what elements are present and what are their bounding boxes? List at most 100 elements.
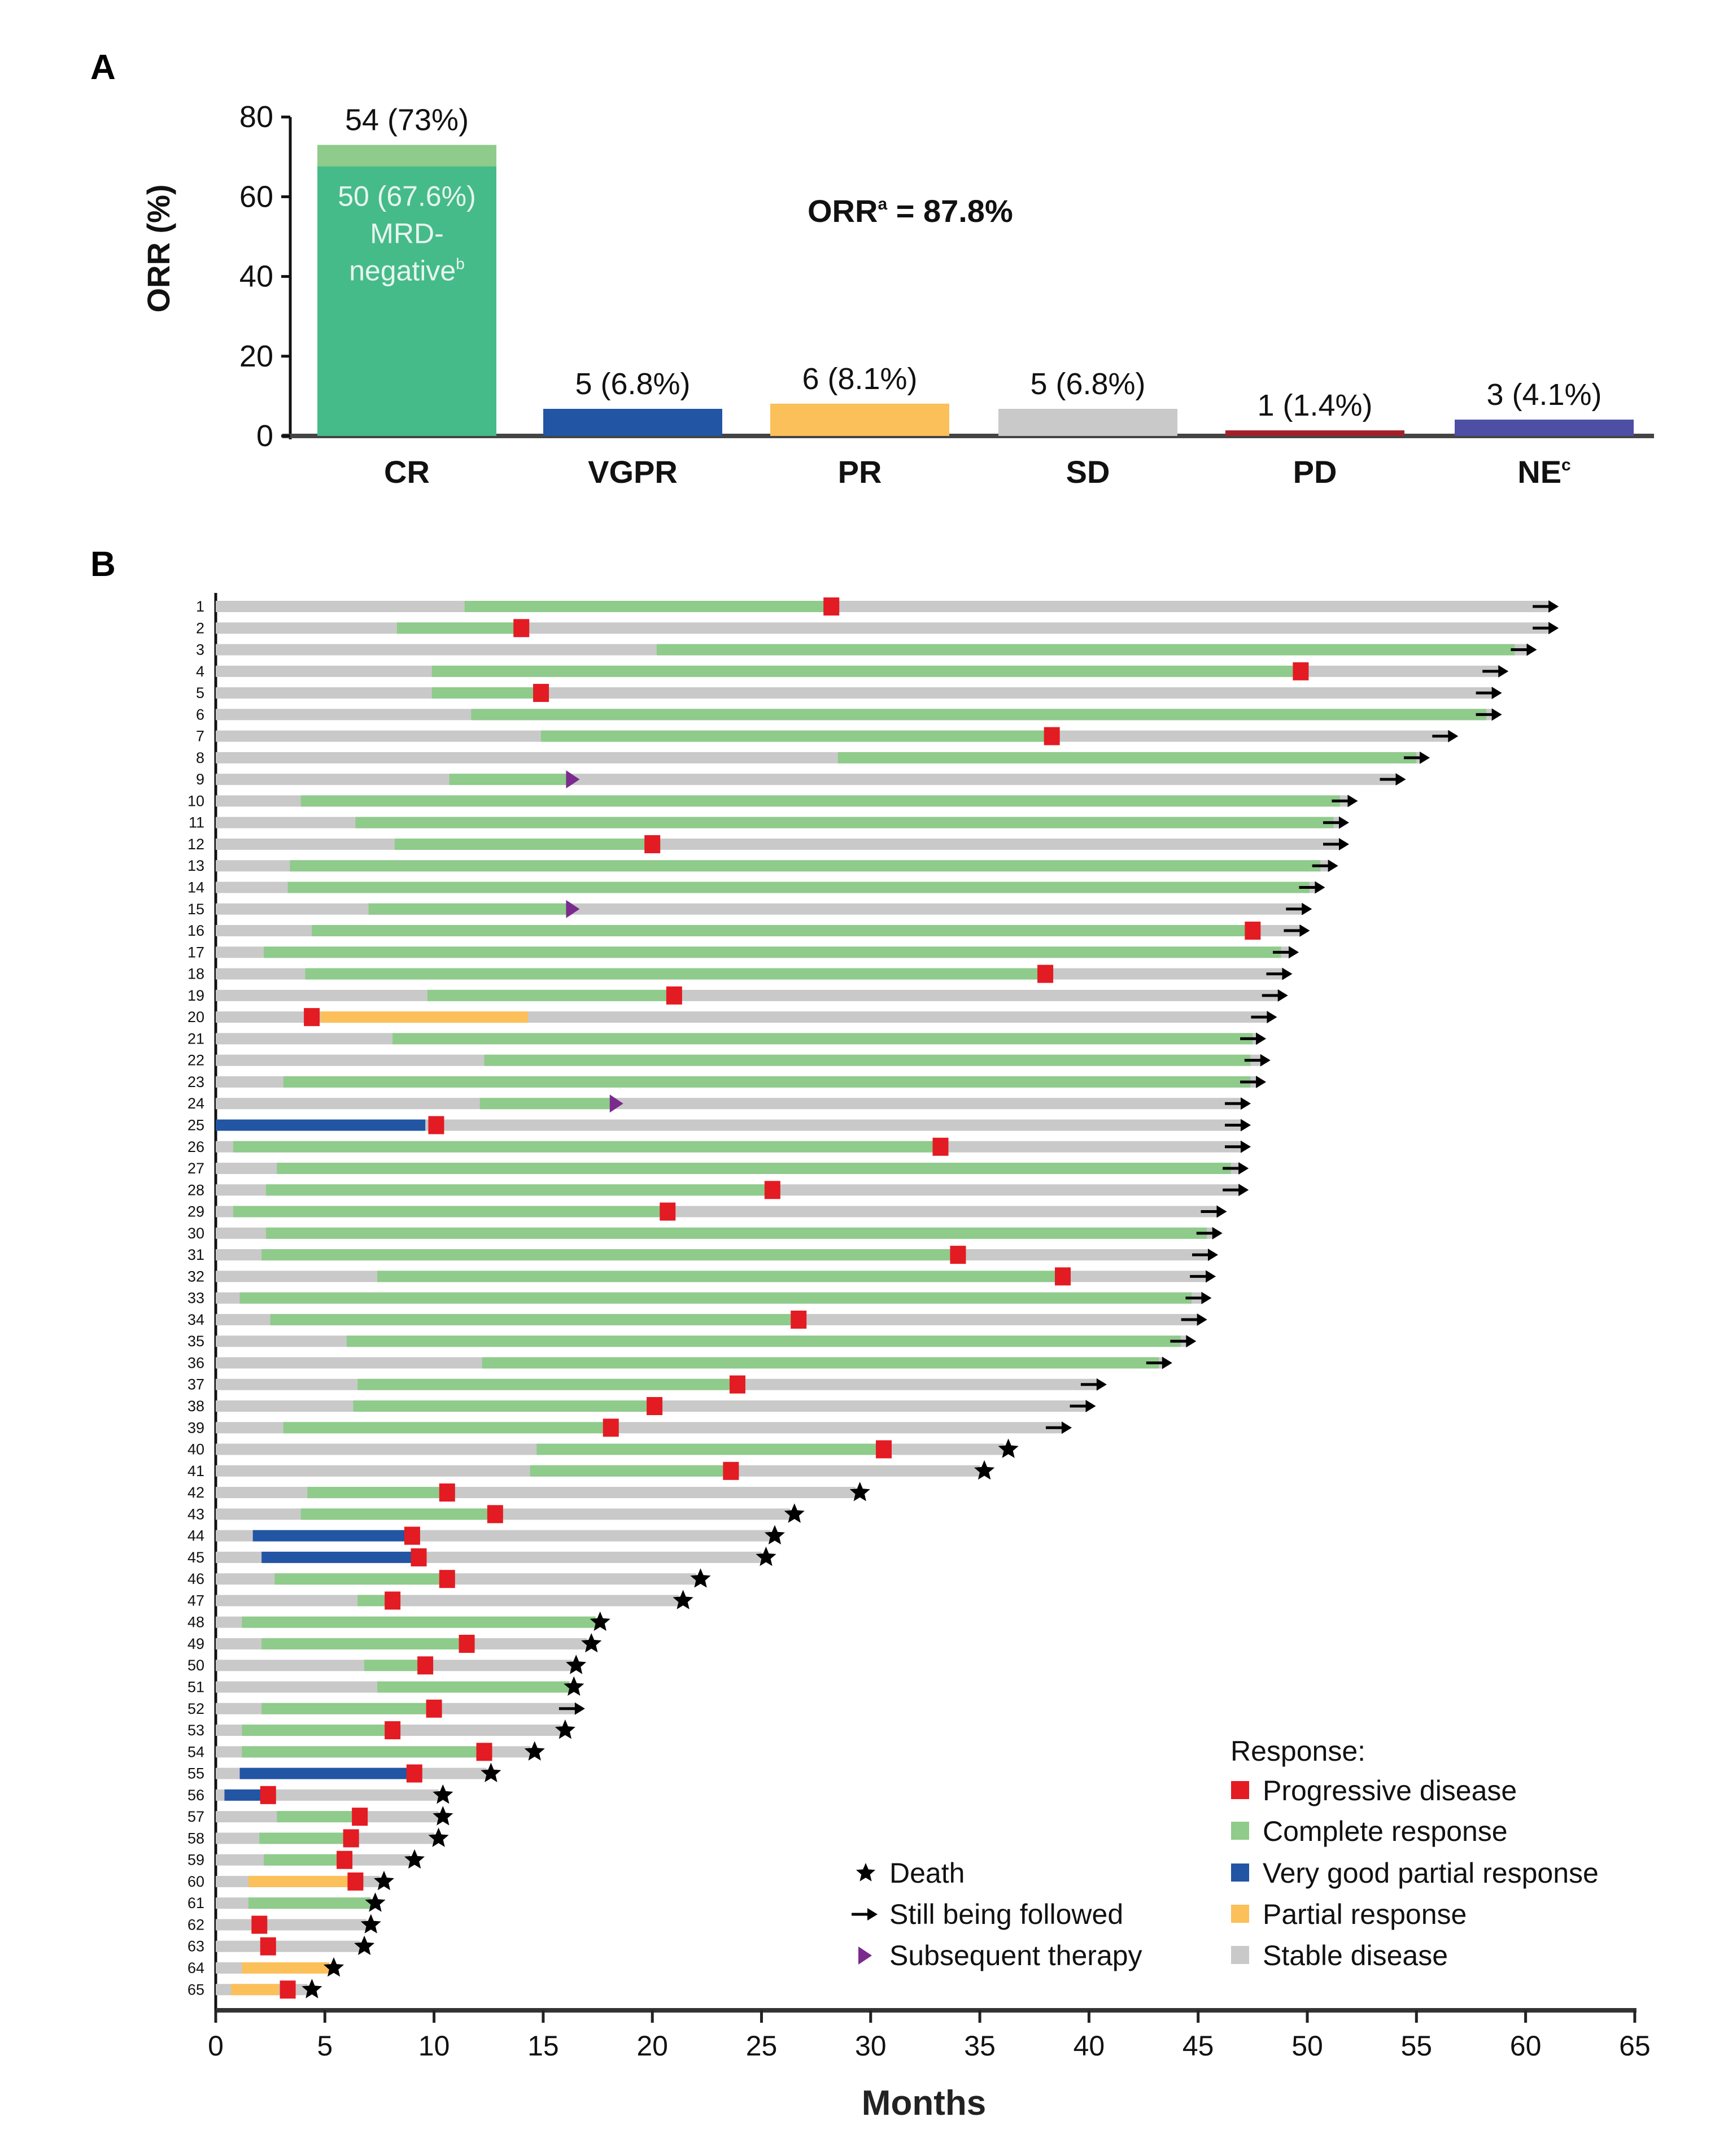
progressive-disease-marker — [791, 1310, 807, 1329]
progressive-disease-marker — [439, 1570, 455, 1588]
response-bar-vgpr — [261, 1551, 419, 1563]
response-bar-cr — [377, 1681, 570, 1693]
still-followed-arrow — [1299, 881, 1325, 894]
patient-id: 31 — [187, 1246, 204, 1263]
death-star — [566, 1655, 587, 1674]
subsequent-therapy-icon — [858, 1946, 872, 1965]
patient-id: 62 — [187, 1916, 204, 1933]
patient-id: 33 — [187, 1290, 204, 1307]
still-followed-arrow — [1080, 1378, 1107, 1391]
still-followed-arrow — [1225, 1119, 1251, 1132]
patient-row: 39 — [187, 1419, 1072, 1437]
patient-id: 44 — [187, 1527, 204, 1544]
patient-id: 53 — [187, 1722, 204, 1739]
progressive-disease-marker — [950, 1246, 966, 1264]
patient-row: 29 — [187, 1202, 1227, 1221]
arrow-head — [1289, 946, 1299, 959]
arrow-head — [1420, 751, 1430, 764]
response-bar-cr — [242, 1746, 485, 1758]
death-icon — [856, 1863, 876, 1882]
still-followed-arrow — [1511, 643, 1537, 656]
stable-disease-bar — [216, 601, 1550, 612]
response-bar-cr — [536, 1443, 884, 1455]
death-star — [324, 1957, 344, 1977]
patient-id: 39 — [187, 1419, 204, 1436]
arrow-head — [1241, 1097, 1251, 1110]
still-followed-arrow — [1225, 1140, 1251, 1153]
bar-value-label: 3 (4.1%) — [1486, 378, 1602, 412]
legend-label: Still being followed — [889, 1898, 1123, 1930]
arrow-head — [1238, 1162, 1249, 1175]
progressive-disease-marker — [404, 1526, 420, 1545]
arrow-head — [1328, 859, 1338, 872]
still-followed-arrow — [1262, 989, 1288, 1002]
patient-row: 30 — [187, 1225, 1223, 1242]
y-axis-label: ORR (%) — [141, 184, 176, 312]
still-followed-arrow — [1533, 622, 1559, 635]
patient-row: 60 — [187, 1870, 394, 1891]
patient-id: 25 — [187, 1116, 204, 1133]
arrow-head — [1208, 1249, 1219, 1262]
still-followed-arrow — [558, 1702, 585, 1715]
patient-row: 41 — [187, 1460, 995, 1480]
patient-id: 56 — [187, 1787, 204, 1804]
progressive-disease-marker — [764, 1181, 780, 1199]
arrow-head — [1299, 924, 1310, 937]
patient-id: 54 — [187, 1743, 204, 1760]
legend-item-pd: Progressive disease — [1231, 1775, 1517, 1806]
response-bar-cr — [305, 968, 1046, 980]
patient-id: 6 — [196, 706, 204, 723]
patient-row: 35 — [187, 1333, 1197, 1350]
death-star — [555, 1719, 575, 1739]
patient-id: 65 — [187, 1981, 204, 1998]
orr-superscript: a — [878, 195, 887, 213]
response-bar-cr — [364, 1660, 426, 1671]
response-bar-cr — [242, 1616, 596, 1628]
patient-id: 57 — [187, 1808, 204, 1825]
patient-id: 48 — [187, 1614, 204, 1631]
bar-sd — [998, 408, 1177, 436]
progressive-disease-marker — [666, 986, 682, 1005]
response-bar-cr — [233, 1141, 941, 1153]
still-followed-arrow — [1476, 708, 1502, 721]
arrow-head — [1267, 1011, 1277, 1024]
patient-row: 10 — [187, 792, 1358, 809]
legend-swatch — [1231, 1863, 1249, 1882]
bar-value-label: 1 (1.4%) — [1257, 389, 1372, 422]
patient-row: 59 — [187, 1849, 425, 1869]
panel-b-label: B — [90, 545, 116, 584]
response-bar-cr — [471, 709, 1487, 721]
response-bar-cr — [290, 860, 1321, 872]
patient-id: 35 — [187, 1333, 204, 1350]
death-star — [354, 1935, 375, 1956]
progressive-disease-marker — [1245, 922, 1261, 940]
patient-id: 46 — [187, 1570, 204, 1587]
legend-label: Stable disease — [1263, 1940, 1448, 1971]
death-star — [433, 1806, 453, 1826]
death-star — [524, 1741, 545, 1761]
y-tick-label: 0 — [256, 419, 273, 453]
response-bar-cr — [346, 1336, 1181, 1347]
death-star — [756, 1546, 776, 1566]
bar-vgpr — [543, 408, 722, 436]
response-bar-vgpr — [224, 1789, 268, 1801]
panel-a-label: A — [90, 48, 116, 87]
patient-id: 55 — [187, 1765, 204, 1782]
patient-id: 29 — [187, 1203, 204, 1220]
still-followed-arrow — [1286, 902, 1312, 915]
stable-disease-bar — [216, 989, 1279, 1001]
patient-row: 56 — [187, 1784, 453, 1804]
patient-row: 65 — [187, 1979, 322, 1999]
bar-value-label: 6 (8.1%) — [802, 362, 917, 396]
death-star — [428, 1827, 449, 1847]
patient-row: 15 — [187, 900, 1312, 918]
patient-id: 60 — [187, 1873, 204, 1890]
category-text: SD — [1066, 454, 1110, 490]
patient-id: 5 — [196, 684, 204, 701]
orr-value: = 87.8% — [887, 193, 1013, 229]
arrow-head — [1338, 816, 1349, 829]
patient-id: 50 — [187, 1657, 204, 1674]
arrow-head — [1448, 730, 1459, 743]
patient-row: 19 — [187, 986, 1288, 1005]
progressive-disease-marker — [875, 1440, 892, 1459]
